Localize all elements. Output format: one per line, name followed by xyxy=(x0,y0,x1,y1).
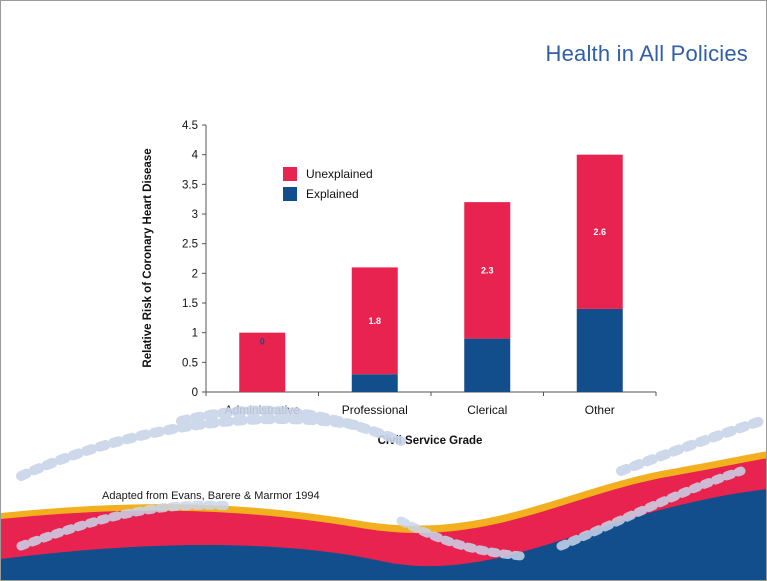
x-tick-label: Other xyxy=(585,403,615,417)
legend-label: Explained xyxy=(306,187,359,201)
chain-pattern-over-waves xyxy=(16,466,746,561)
source-note: Adapted from Evans, Barere & Marmor 1994 xyxy=(102,490,320,502)
y-axis-title: Relative Risk of Coronary Heart Disease xyxy=(142,148,154,367)
y-tick-label: 3 xyxy=(192,209,198,221)
y-tick-label: 3.5 xyxy=(182,179,198,191)
bar-explained xyxy=(351,374,398,392)
y-tick-label: 4.5 xyxy=(182,120,198,132)
y-tick-label: 2 xyxy=(192,268,198,280)
y-tick-label: 0 xyxy=(192,387,198,399)
bar-unexplained xyxy=(239,332,286,392)
y-tick-label: 2.5 xyxy=(182,239,198,251)
bar-unexplained xyxy=(351,267,398,375)
slide-title: Health in All Policies xyxy=(545,41,748,66)
legend-swatch xyxy=(283,187,297,201)
legend: Unexplained Explained xyxy=(283,167,373,201)
blue-wave xyxy=(1,489,766,580)
bar-data-label: 0 xyxy=(260,337,265,347)
x-tick-label: Clerical xyxy=(467,403,507,417)
bar-explained xyxy=(464,338,511,392)
bar-data-label: 2.6 xyxy=(593,227,606,237)
legend-swatch xyxy=(283,167,297,181)
bar-data-label: 2.3 xyxy=(481,265,494,275)
bar-unexplained xyxy=(576,154,623,309)
y-tick-label: 1.5 xyxy=(182,298,198,310)
legend-label: Unexplained xyxy=(306,167,373,181)
chain-pattern xyxy=(16,405,766,481)
bars: 0 1.8 2.3 2.6 xyxy=(239,154,623,392)
bar-unexplained xyxy=(464,202,511,339)
y-tick-label: 1 xyxy=(192,328,198,340)
x-tick-label: Professional xyxy=(342,403,408,417)
bar-data-label: 1.8 xyxy=(368,316,381,326)
bar-explained xyxy=(576,308,623,392)
y-tick-label: 4 xyxy=(192,150,199,162)
y-axis: 0 0.5 1 1.5 2 2.5 3 3.5 4 4.5 xyxy=(182,120,207,399)
y-tick-label: 0.5 xyxy=(182,357,198,369)
